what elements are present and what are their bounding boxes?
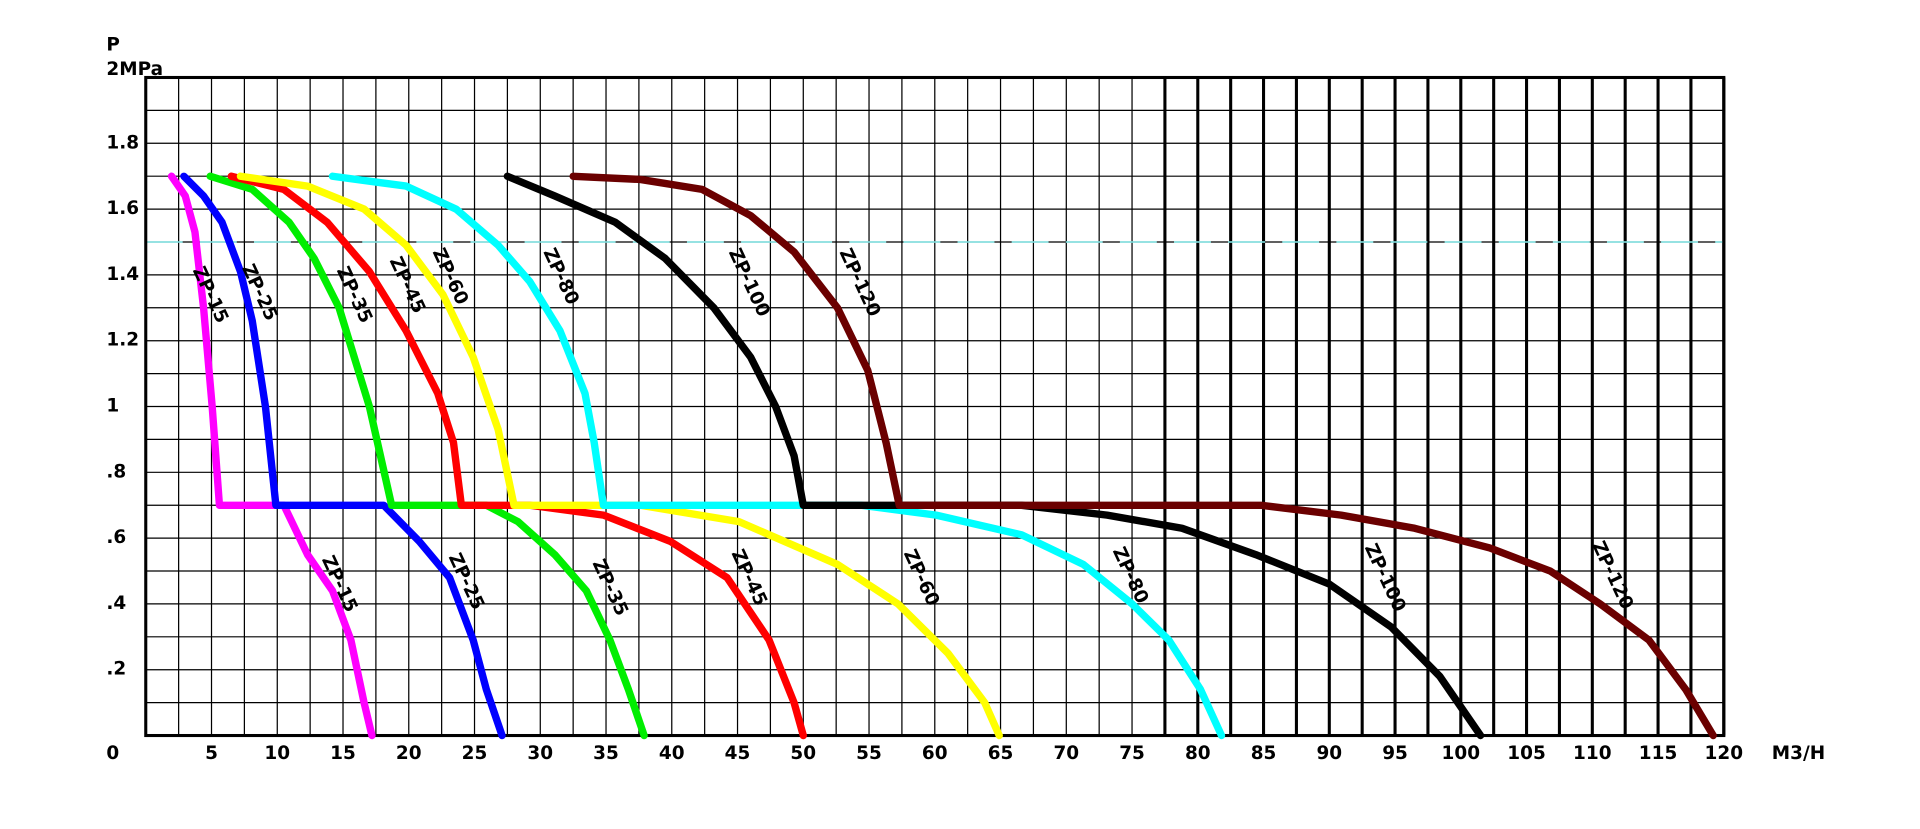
curve xyxy=(227,172,807,740)
curve-label: ZP-60 xyxy=(899,546,943,609)
curve-label: ZP-60 xyxy=(428,245,472,308)
curve xyxy=(206,172,648,740)
curve xyxy=(569,172,1717,740)
x-tick-label: 100 xyxy=(1442,743,1481,764)
x-tick-label: 85 xyxy=(1251,743,1277,764)
y-tick-label: 1.2 xyxy=(106,330,139,351)
x-tick-label: 10 xyxy=(264,743,290,764)
y-tick-label: 0 xyxy=(106,743,119,764)
y-tick-label: 1 xyxy=(106,396,119,417)
curve-label: ZP-120 xyxy=(835,245,885,320)
x-tick-label: 75 xyxy=(1119,743,1145,764)
curve xyxy=(167,172,376,740)
y-tick-label: .6 xyxy=(106,527,126,548)
x-tick-label: 115 xyxy=(1639,743,1677,764)
curve-label: ZP-80 xyxy=(539,245,583,308)
y-tick-label: .8 xyxy=(106,461,126,482)
curve-label: ZP-100 xyxy=(724,245,774,320)
x-tick-label: 110 xyxy=(1573,743,1611,764)
x-tick-label: 40 xyxy=(659,743,685,764)
x-tick-label: 25 xyxy=(462,743,488,764)
x-tick-label: 55 xyxy=(856,743,882,764)
curve xyxy=(180,172,506,740)
y-tick-label: 1.6 xyxy=(106,198,139,219)
plot-frame xyxy=(144,75,1726,738)
curve xyxy=(328,172,1226,740)
curve xyxy=(503,172,1485,740)
x-tick-label: 30 xyxy=(527,743,553,764)
curve-label: ZP-45 xyxy=(727,546,771,609)
x-tick-label: 45 xyxy=(725,743,751,764)
y-tick-label: 2MPa xyxy=(106,59,163,80)
y-axis-label: P xyxy=(106,35,120,56)
y-tick-label: .2 xyxy=(106,659,126,680)
x-tick-label: 35 xyxy=(593,743,619,764)
x-tick-label: 105 xyxy=(1507,743,1545,764)
x-tick-label: 5 xyxy=(205,743,218,764)
curve-label: ZP-15 xyxy=(188,263,232,326)
x-axis-label: M3/H xyxy=(1772,743,1825,764)
x-tick-label: 70 xyxy=(1053,743,1079,764)
x-tick-label: 20 xyxy=(396,743,422,764)
y-tick-label: 1.8 xyxy=(106,132,139,153)
x-tick-label: 80 xyxy=(1185,743,1211,764)
x-tick-label: 60 xyxy=(922,743,948,764)
x-tick-label: 95 xyxy=(1382,743,1408,764)
curve-label: ZP-80 xyxy=(1108,544,1152,607)
y-tick-label: .4 xyxy=(106,593,126,614)
x-tick-label: 50 xyxy=(790,743,816,764)
y-tick-label: 1.4 xyxy=(106,264,139,285)
x-tick-label: 65 xyxy=(988,743,1014,764)
x-tick-label: 15 xyxy=(330,743,356,764)
x-tick-label: 90 xyxy=(1316,743,1342,764)
curve xyxy=(236,172,1003,740)
x-tick-label: 120 xyxy=(1705,743,1743,764)
